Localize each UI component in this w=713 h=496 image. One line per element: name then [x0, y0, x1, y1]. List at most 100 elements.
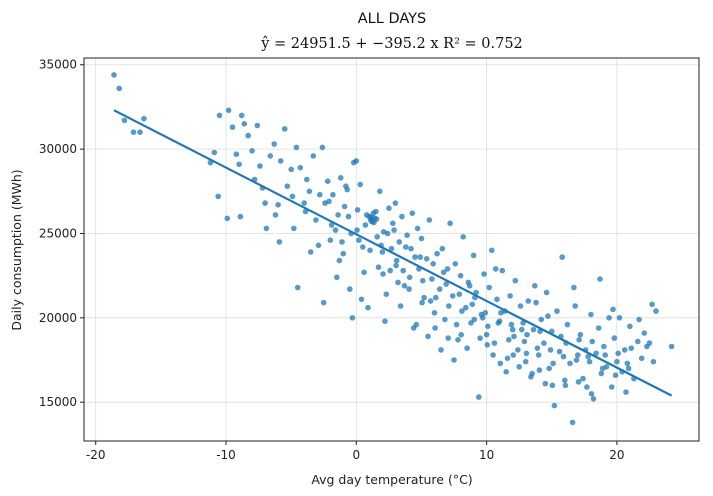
data-point [470, 252, 477, 259]
data-point [529, 370, 535, 377]
data-point [430, 261, 437, 267]
data-point [263, 225, 270, 232]
data-point [116, 85, 122, 92]
data-point [408, 245, 414, 252]
data-point [588, 311, 594, 318]
data-point [391, 227, 397, 233]
data-point [595, 325, 602, 331]
data-point [610, 306, 616, 313]
data-point [624, 360, 631, 367]
data-point [347, 286, 353, 292]
y-tick-label: 20000 [39, 311, 77, 325]
data-point [414, 225, 421, 232]
data-point [641, 330, 648, 336]
data-point [384, 230, 391, 237]
data-point [483, 331, 490, 338]
data-point [367, 247, 373, 254]
data-point [439, 245, 446, 252]
data-point [289, 193, 296, 200]
data-point [434, 250, 440, 257]
data-point [460, 234, 467, 240]
data-point [534, 345, 541, 352]
data-point [545, 313, 551, 319]
data-point [576, 337, 582, 343]
data-point [401, 283, 408, 289]
data-point [368, 214, 375, 221]
data-point [395, 279, 401, 286]
data-point [636, 316, 642, 323]
data-point [420, 277, 426, 284]
data-point [397, 303, 404, 309]
data-point [532, 283, 538, 289]
data-point [288, 166, 295, 173]
data-point [516, 364, 522, 370]
data-point [650, 358, 657, 365]
data-point [521, 338, 528, 345]
data-point [653, 308, 659, 314]
data-point [324, 178, 331, 184]
data-point [211, 149, 218, 156]
data-point [330, 191, 336, 198]
data-point [492, 266, 499, 272]
data-point [506, 337, 512, 343]
data-point [433, 294, 439, 301]
data-point [533, 299, 539, 306]
data-point [484, 342, 491, 348]
data-point [463, 304, 469, 311]
data-point [229, 124, 236, 130]
y-tick-label: 35000 [39, 58, 77, 72]
data-point [569, 419, 576, 426]
data-point [635, 338, 641, 345]
data-point [584, 384, 590, 390]
y-tick-label: 15000 [39, 395, 77, 409]
x-tick-label: 20 [609, 448, 624, 462]
data-point [262, 200, 268, 206]
y-tick-label: 30000 [39, 142, 77, 156]
data-point [277, 158, 284, 164]
data-point [375, 264, 382, 271]
data-point [349, 315, 356, 321]
data-point [485, 323, 491, 330]
x-tick-label: -10 [216, 448, 236, 462]
data-point [625, 365, 632, 372]
data-point [284, 183, 291, 189]
data-point [621, 347, 628, 353]
data-point [111, 72, 117, 78]
data-point [597, 276, 603, 282]
data-point [495, 320, 502, 326]
data-point [562, 377, 568, 384]
data-point [436, 286, 443, 292]
data-point [336, 257, 343, 264]
data-point [353, 158, 360, 164]
data-point [589, 338, 595, 345]
data-point [388, 245, 395, 252]
data-point [457, 272, 464, 279]
data-point [491, 340, 498, 346]
data-point [400, 267, 407, 274]
data-point [606, 315, 612, 321]
y-tick-label: 25000 [39, 226, 77, 240]
data-point [254, 122, 261, 129]
data-point [559, 254, 565, 260]
data-point [419, 299, 425, 306]
data-point [360, 244, 366, 250]
data-points [111, 72, 675, 426]
data-point [317, 191, 323, 198]
data-point [304, 176, 310, 183]
data-point [276, 239, 283, 245]
data-point [233, 151, 240, 157]
data-point [668, 343, 675, 350]
data-point [215, 193, 221, 200]
data-point [267, 153, 274, 159]
data-point [379, 249, 386, 255]
data-point [275, 202, 281, 208]
data-point [335, 212, 341, 218]
data-point [497, 360, 504, 367]
data-point [646, 340, 653, 346]
data-point [340, 250, 347, 257]
data-point [406, 274, 413, 281]
data-point [482, 310, 489, 316]
data-point [313, 217, 319, 223]
data-point [444, 266, 451, 272]
data-point [382, 318, 388, 325]
